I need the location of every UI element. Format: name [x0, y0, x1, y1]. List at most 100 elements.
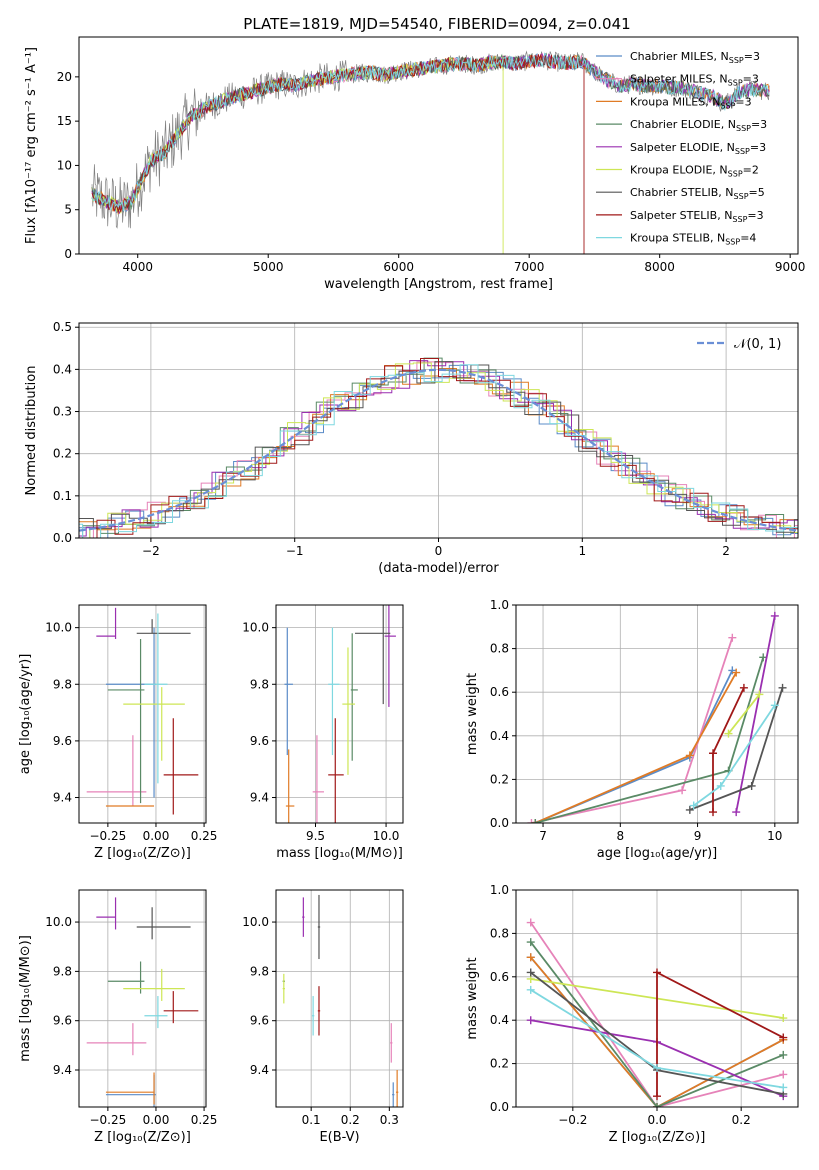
mass-weight-marker	[779, 1033, 788, 1042]
legend-label-main: Kroupa ELODIE, N	[630, 164, 728, 177]
y-tick-label: 9.4	[250, 1063, 269, 1077]
legend-label-main: Chabrier ELODIE, N	[630, 118, 736, 131]
legend-label-tail: =3	[735, 95, 751, 108]
y-tick-label: 0.2	[490, 772, 509, 786]
mass-weight-marker	[739, 683, 748, 692]
z-age-panel: −0.25 0.00 0.25 9.4 9.6 9.8 10.0 Z [log₁₀(Z/Z⊙)…	[18, 604, 218, 861]
error-bars	[282, 894, 399, 1107]
legend-label: Kroupa ELODIE, NSSP=2	[630, 164, 759, 179]
histogram-bars	[79, 357, 798, 538]
spectrum-panel: 4000 5000 6000 7000 8000 9000 0 5 10 15 20 waveleng…	[24, 36, 805, 292]
legend-label: Salpeter STELIB, NSSP=3	[630, 209, 764, 224]
y-tick-label: 9.6	[53, 1014, 72, 1028]
y-tick-label: 0.4	[53, 362, 72, 376]
legend-label-tail: =2	[743, 164, 759, 177]
x-axis-label: Z [log₁₀(Z/Z⊙)]	[609, 1130, 706, 1145]
x-tick-label: 7000	[514, 260, 545, 274]
mass-weight-marker	[728, 633, 737, 642]
axes-frame	[515, 604, 799, 824]
x-tick-label: 0.0	[647, 1113, 666, 1127]
mass-weight-marker	[755, 690, 764, 699]
legend-label-main: Chabrier MILES, N	[630, 50, 729, 63]
x-tick-label: 0.1	[302, 1113, 321, 1127]
y-tick-label: 10.0	[242, 915, 269, 929]
y-tick-label: 9.8	[250, 677, 269, 691]
y-tick-label: 0.0	[53, 531, 72, 545]
legend-label-tail: =5	[749, 186, 765, 199]
x-tick-label: 4000	[122, 260, 153, 274]
legend-label-sub: SSP	[735, 147, 750, 156]
y-tick-label: 9.8	[53, 964, 72, 978]
legend-label-tail: =4	[740, 232, 756, 245]
y-tick-label: 15	[57, 114, 72, 128]
mass-weight-marker	[770, 611, 779, 620]
mass-weight-marker	[685, 805, 694, 814]
ebv-mass-panel: 0.1 0.2 0.3 9.4 9.6 9.8 10.0 E(B-V)	[242, 889, 404, 1145]
mass-weight-marker	[526, 1016, 535, 1025]
x-tick-label: 8	[616, 829, 624, 843]
x-tick-label: 5000	[253, 260, 284, 274]
y-tick-label: 0.0	[490, 1100, 509, 1114]
y-tick-label: 10.0	[45, 621, 72, 635]
y-tick-label: 5	[64, 203, 72, 217]
x-axis-label: wavelength [Angstrom, rest frame]	[324, 277, 553, 292]
model-spectrum-line	[91, 52, 770, 212]
mass-weight-marker	[724, 729, 733, 738]
legend-label-main: Salpeter MILES, N	[630, 73, 728, 86]
y-tick-label: 9.8	[250, 964, 269, 978]
x-tick-label: 8000	[644, 260, 675, 274]
mass-weight-lines	[527, 611, 787, 823]
y-axis-label: mass [log₁₀(M/M⊙)]	[18, 935, 33, 1062]
y-tick-label: 9.4	[250, 791, 269, 805]
legend-label-tail: =3	[751, 118, 767, 131]
y-tick-label: 9.4	[53, 1063, 72, 1077]
legend-label: Salpeter MILES, NSSP=3	[630, 73, 759, 88]
y-tick-label: 0.8	[490, 926, 509, 940]
y-tick-label: 9.6	[250, 734, 269, 748]
y-tick-label: 9.4	[53, 791, 72, 805]
axes-frame	[78, 604, 207, 824]
legend-label-main: Chabrier STELIB, N	[630, 186, 734, 199]
mass-weight-marker	[653, 1092, 661, 1101]
figure-title: PLATE=1819, MJD=54540, FIBERID=0094, z=0…	[243, 15, 630, 33]
x-axis-label: E(B-V)	[319, 1130, 359, 1145]
histogram-series	[79, 362, 798, 538]
mass-weight-line	[735, 615, 776, 813]
mass-weight-marker	[526, 968, 535, 977]
mass-weight-marker	[526, 953, 535, 962]
axes-frame	[275, 889, 404, 1108]
x-tick-label: −2	[142, 544, 160, 558]
legend-label: Chabrier STELIB, NSSP=5	[630, 186, 765, 201]
x-axis-label: mass [log₁₀(M/M⊙)]	[276, 846, 403, 861]
y-tick-label: 1.0	[490, 598, 509, 612]
x-tick-label: −1	[286, 544, 304, 558]
x-tick-label: −0.25	[89, 829, 126, 843]
mass-weight-marker	[779, 1083, 788, 1092]
gaussian-curve	[79, 368, 798, 532]
x-tick-label: 0.3	[380, 1113, 399, 1127]
mass-weight-marker	[527, 819, 536, 823]
x-tick-label: 6000	[383, 260, 414, 274]
x-axis-label: age [log₁₀(age/yr)]	[597, 846, 718, 861]
axes-frame	[515, 889, 799, 1108]
mass-weight-marker	[779, 1070, 788, 1079]
x-tick-label: 7	[539, 829, 547, 843]
axes-frame	[275, 604, 404, 824]
legend-label-sub: SSP	[736, 124, 751, 133]
y-tick-label: 0.2	[490, 1057, 509, 1071]
mass-weight-marker	[709, 808, 718, 817]
x-tick-label: 0.25	[191, 829, 218, 843]
mass-age-panel: 9.5 10.0 9.4 9.6 9.8 10.0 mass [log₁₀(M/M⊙)]	[242, 604, 404, 861]
error-bars	[284, 605, 396, 823]
x-tick-label: 10.0	[373, 829, 400, 843]
z-massweight-panel: −0.2 0.0 0.2 0.0 0.2 0.4 0.6 0.8 1.0 Z [log₁₀(Z/Z…	[465, 883, 799, 1145]
mass-weight-marker	[779, 1014, 788, 1023]
mass-weight-marker	[732, 668, 741, 677]
legend-label-sub: SSP	[732, 215, 747, 224]
mass-weight-marker	[653, 968, 661, 977]
legend-label-sub: SSP	[734, 192, 749, 201]
legend-label-tail: =3	[750, 141, 766, 154]
legend-label-sub: SSP	[728, 79, 743, 88]
mass-weight-marker	[747, 781, 756, 790]
